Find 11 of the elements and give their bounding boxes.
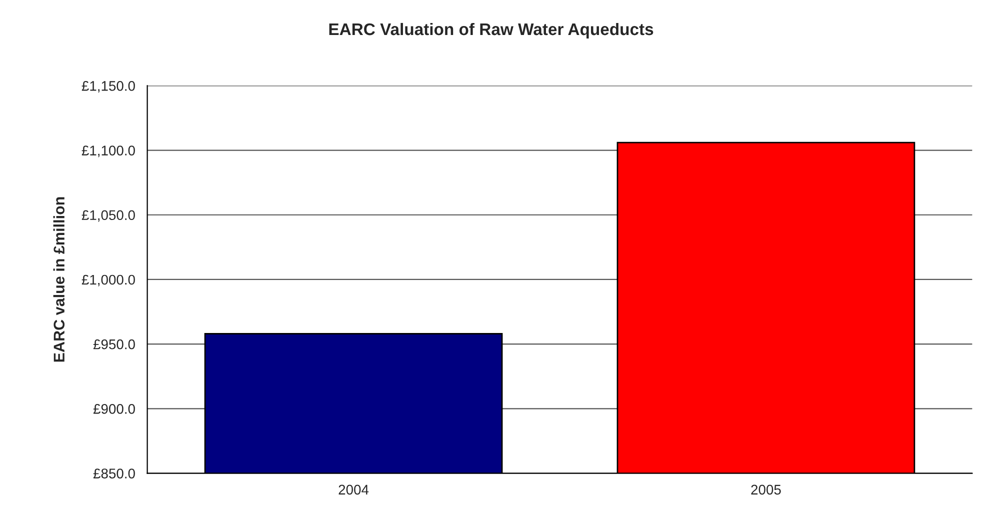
chart-title: EARC Valuation of Raw Water Aqueducts xyxy=(329,22,654,38)
y-tick-label: £950.0 xyxy=(93,339,135,350)
y-tick-label: £1,100.0 xyxy=(82,146,135,158)
y-axis-title: EARC value in £million xyxy=(53,197,65,362)
x-tick-label: 2005 xyxy=(751,484,781,495)
y-tick-label: £900.0 xyxy=(93,404,135,414)
y-tick-label: £850.0 xyxy=(93,468,135,478)
x-tick-label: 2004 xyxy=(338,484,369,495)
y-tick-label: £1,000.0 xyxy=(82,274,135,286)
y-tick-label: £1,050.0 xyxy=(82,210,135,222)
y-tick-label: £1,150.0 xyxy=(82,81,135,92)
